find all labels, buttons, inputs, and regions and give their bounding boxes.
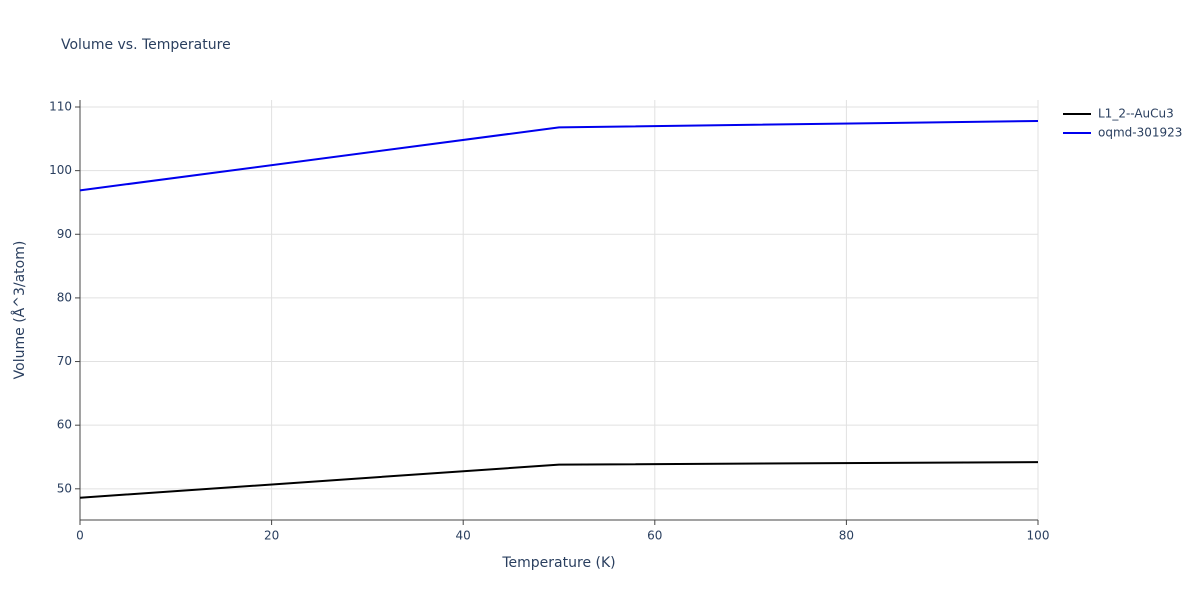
y-tick-label: 60 — [57, 418, 72, 432]
y-tick-label: 90 — [57, 227, 72, 241]
y-tick-label: 70 — [57, 354, 72, 368]
y-axis-label: Volume (Å^3/atom) — [11, 241, 28, 380]
y-tick-label: 50 — [57, 481, 72, 495]
x-tick-label: 80 — [839, 529, 854, 543]
series-line — [79, 120, 1039, 192]
x-tick-label: 100 — [1027, 529, 1050, 543]
chart-title: Volume vs. Temperature — [61, 37, 231, 53]
x-tick-label: 40 — [456, 529, 471, 543]
y-tick-label: 110 — [49, 100, 72, 114]
legend-label: oqmd-301923 — [1098, 126, 1182, 140]
x-axis-label: Temperature (K) — [501, 555, 615, 571]
legend-label: L1_2--AuCu3 — [1098, 107, 1174, 121]
y-tick-label: 100 — [49, 163, 72, 177]
series-line — [79, 461, 1039, 499]
x-tick-label: 20 — [264, 529, 279, 543]
x-tick-label: 60 — [647, 529, 662, 543]
y-tick-label: 80 — [57, 290, 72, 304]
x-tick-label: 0 — [76, 529, 84, 543]
